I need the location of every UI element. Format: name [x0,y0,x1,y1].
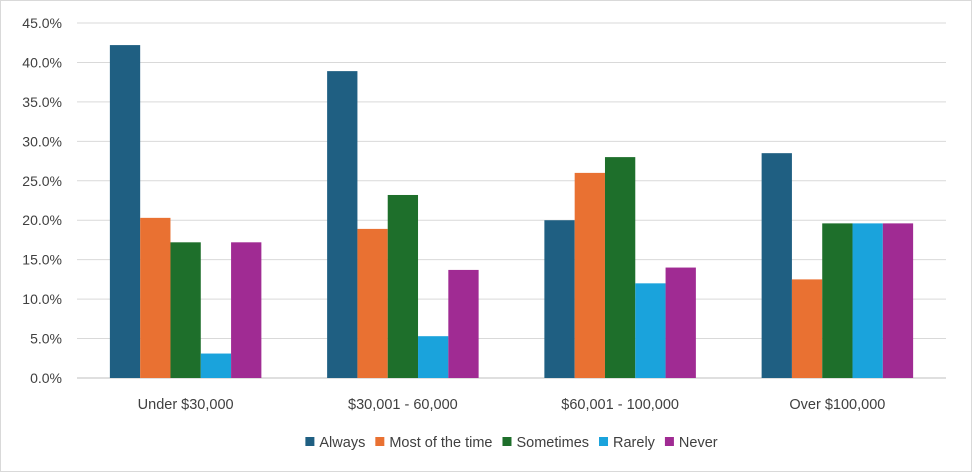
bar [418,336,449,378]
bar [231,242,262,378]
bar [604,157,636,378]
legend-swatch [375,437,385,446]
bar [761,153,792,378]
bar [882,223,914,378]
bar [357,228,388,378]
bar [140,217,171,378]
legend-swatch [305,437,315,446]
bar [791,279,823,378]
y-tick-label: 30.0% [22,133,62,149]
y-tick-label: 5.0% [30,331,62,347]
y-tick-label: 25.0% [22,173,62,189]
legend-swatch [599,437,609,446]
legend-label: Always [319,435,365,451]
x-category-label: Over $100,000 [789,397,885,413]
legend-label: Sometimes [516,435,589,451]
bar [665,267,696,378]
legend-label: Most of the time [389,435,492,451]
bar [327,71,358,378]
legend-label: Rarely [613,435,656,451]
y-tick-label: 45.0% [22,15,62,31]
x-category-label: $30,001 - 60,000 [348,397,458,413]
bar [170,242,201,378]
gridlines [77,22,946,379]
y-axis-ticks: 0.0% 5.0% 10.0% 15.0% 20.0% 25.0% 30.0% 35.0% 40… [22,15,62,386]
y-tick-label: 20.0% [22,212,62,228]
bars [109,45,914,378]
bar [852,223,883,378]
bar [574,172,605,378]
bar [200,353,232,378]
y-tick-label: 15.0% [22,252,62,268]
y-tick-label: 40.0% [22,54,62,70]
bar [448,269,479,378]
legend: Always Most of the time Sometimes Rarely Nev… [305,435,718,451]
bar [544,220,575,378]
legend-swatch [502,437,512,446]
bar [109,45,141,378]
y-tick-label: 10.0% [22,291,62,307]
x-axis: Under $30,000 $30,001 - 60,000 $60,001 - 1… [138,397,886,413]
x-category-label: $60,001 - 100,000 [561,397,679,413]
bar [635,283,666,378]
y-tick-label: 0.0% [30,370,62,386]
legend-swatch [664,437,674,446]
legend-label: Never [679,435,718,451]
bar [822,223,853,378]
y-tick-label: 35.0% [22,94,62,110]
x-category-label: Under $30,000 [138,397,234,413]
bar [387,194,419,378]
